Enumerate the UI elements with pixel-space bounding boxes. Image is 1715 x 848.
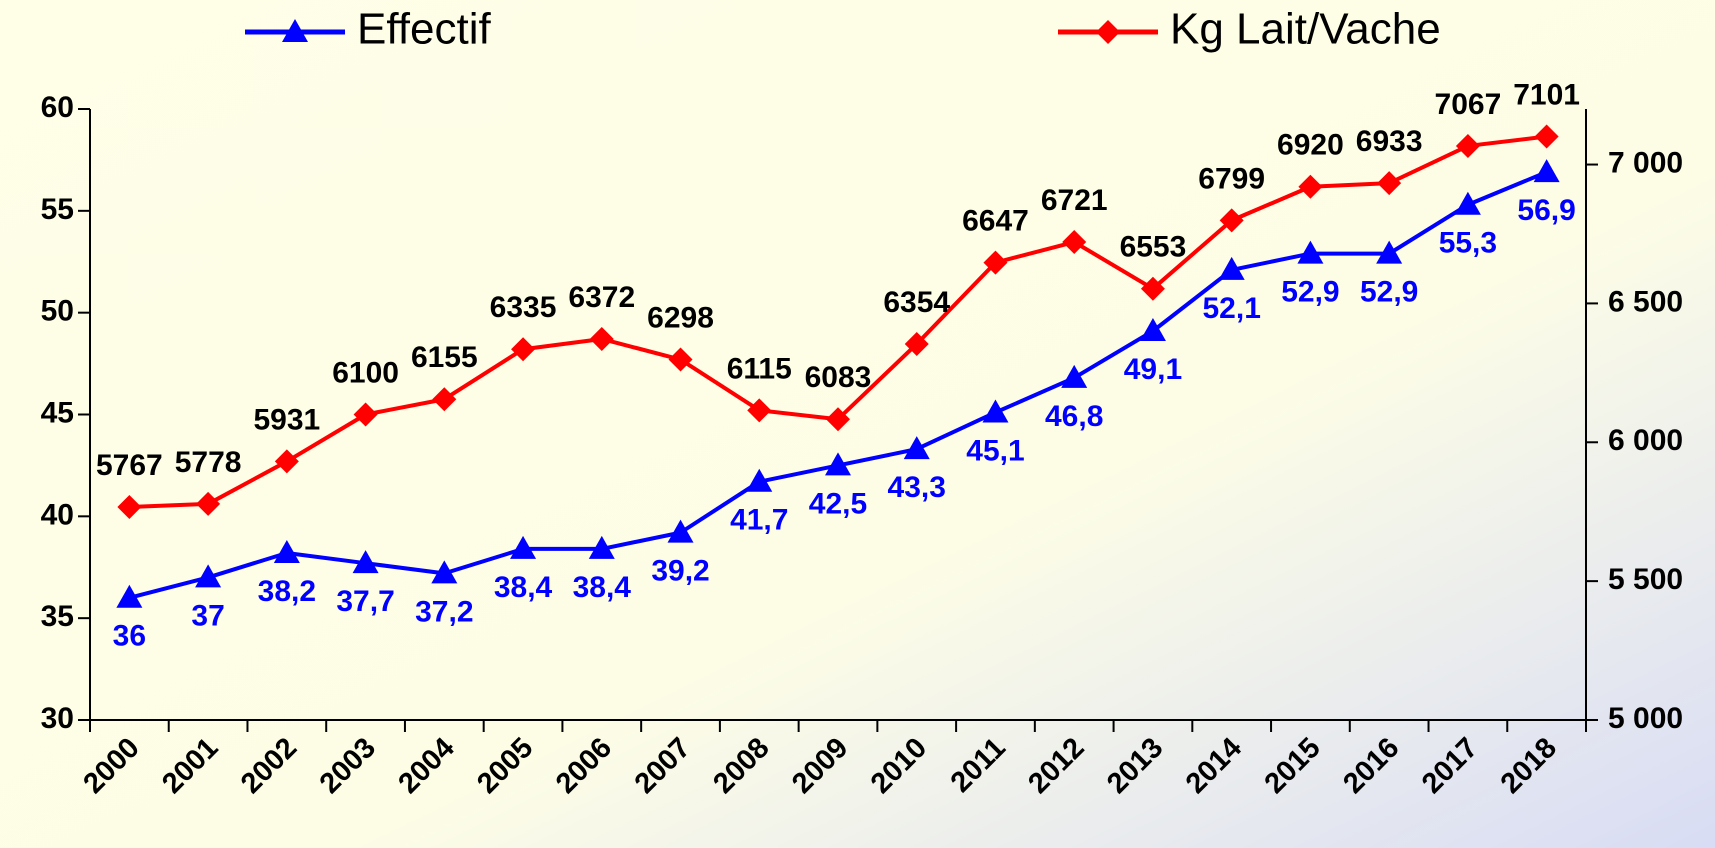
data-label: 7067 xyxy=(1435,88,1502,121)
y2-tick-label: 5 500 xyxy=(1608,563,1683,596)
data-label: 6799 xyxy=(1198,162,1265,195)
marker xyxy=(747,398,772,423)
data-label: 6155 xyxy=(411,341,478,374)
marker xyxy=(117,494,142,519)
data-label: 6647 xyxy=(962,205,1029,238)
marker xyxy=(1219,208,1244,233)
data-label: 41,7 xyxy=(730,504,788,537)
data-label: 6721 xyxy=(1041,184,1108,217)
marker xyxy=(353,402,378,427)
legend-label: Effectif xyxy=(357,5,491,54)
data-label: 5767 xyxy=(96,449,163,482)
marker xyxy=(274,449,299,474)
marker xyxy=(195,564,222,588)
marker xyxy=(1140,276,1165,301)
data-label: 6298 xyxy=(647,301,714,334)
marker xyxy=(273,539,300,563)
marker xyxy=(983,250,1008,275)
data-label: 38,2 xyxy=(258,575,316,608)
marker xyxy=(667,519,694,543)
marker xyxy=(982,399,1009,423)
marker xyxy=(668,347,693,372)
marker xyxy=(1297,240,1324,264)
legend-marker xyxy=(1096,20,1120,44)
y2-tick-label: 5 000 xyxy=(1608,702,1683,735)
data-label: 43,3 xyxy=(888,471,946,504)
y-tick-label: 60 xyxy=(41,91,74,124)
data-label: 5778 xyxy=(175,446,242,479)
data-label: 37 xyxy=(191,599,224,632)
data-label: 49,1 xyxy=(1124,353,1182,386)
y2-tick-label: 6 500 xyxy=(1608,285,1683,318)
data-label: 56,9 xyxy=(1517,194,1575,227)
marker xyxy=(589,326,614,351)
marker xyxy=(1218,256,1245,280)
marker xyxy=(510,535,537,559)
marker xyxy=(904,331,929,356)
data-label: 46,8 xyxy=(1045,400,1103,433)
marker xyxy=(1061,364,1088,388)
data-label: 6933 xyxy=(1356,125,1423,158)
marker xyxy=(196,491,221,516)
data-label: 38,4 xyxy=(573,571,632,604)
marker xyxy=(432,387,457,412)
data-label: 37,2 xyxy=(415,595,473,628)
marker xyxy=(588,535,615,559)
marker xyxy=(1533,159,1560,183)
marker xyxy=(746,468,773,492)
y-tick-label: 50 xyxy=(41,295,74,328)
data-label: 5931 xyxy=(253,403,320,436)
marker xyxy=(1139,317,1166,341)
marker xyxy=(1062,230,1087,255)
data-label: 6553 xyxy=(1120,231,1187,264)
y-tick-label: 55 xyxy=(41,193,74,226)
legend-label: Kg Lait/Vache xyxy=(1170,5,1441,54)
data-label: 52,1 xyxy=(1202,292,1260,325)
marker xyxy=(1455,133,1480,158)
data-label: 6083 xyxy=(805,361,872,394)
marker xyxy=(1298,174,1323,199)
legend-marker xyxy=(282,19,308,42)
marker xyxy=(825,452,851,476)
data-label: 52,9 xyxy=(1360,276,1418,309)
y-tick-label: 35 xyxy=(41,600,74,633)
y-tick-label: 30 xyxy=(41,702,74,735)
marker xyxy=(1376,240,1403,264)
marker xyxy=(431,560,458,584)
y-tick-label: 40 xyxy=(41,498,74,531)
marker xyxy=(511,337,536,362)
marker xyxy=(1454,191,1481,215)
marker xyxy=(352,550,379,574)
marker xyxy=(1377,171,1402,196)
marker xyxy=(116,584,143,608)
data-label: 38,4 xyxy=(494,571,553,604)
data-label: 6920 xyxy=(1277,129,1344,162)
data-label: 7101 xyxy=(1513,78,1580,111)
y2-tick-label: 7 000 xyxy=(1608,146,1683,179)
marker xyxy=(826,407,850,432)
data-label: 52,9 xyxy=(1281,276,1339,309)
data-label: 6335 xyxy=(490,291,557,324)
data-label: 37,7 xyxy=(336,585,394,618)
data-label: 6115 xyxy=(727,352,792,385)
data-label: 6100 xyxy=(332,356,399,389)
data-label: 42,5 xyxy=(809,487,867,520)
data-label: 45,1 xyxy=(966,434,1024,467)
data-label: 39,2 xyxy=(651,555,709,588)
y2-tick-label: 6 000 xyxy=(1608,424,1683,457)
y-tick-label: 45 xyxy=(41,396,74,429)
data-label: 36 xyxy=(113,620,146,653)
data-label: 6372 xyxy=(568,281,635,314)
marker xyxy=(1534,124,1559,149)
data-label: 6354 xyxy=(883,286,950,319)
data-label: 55,3 xyxy=(1439,227,1497,260)
marker xyxy=(903,436,930,460)
